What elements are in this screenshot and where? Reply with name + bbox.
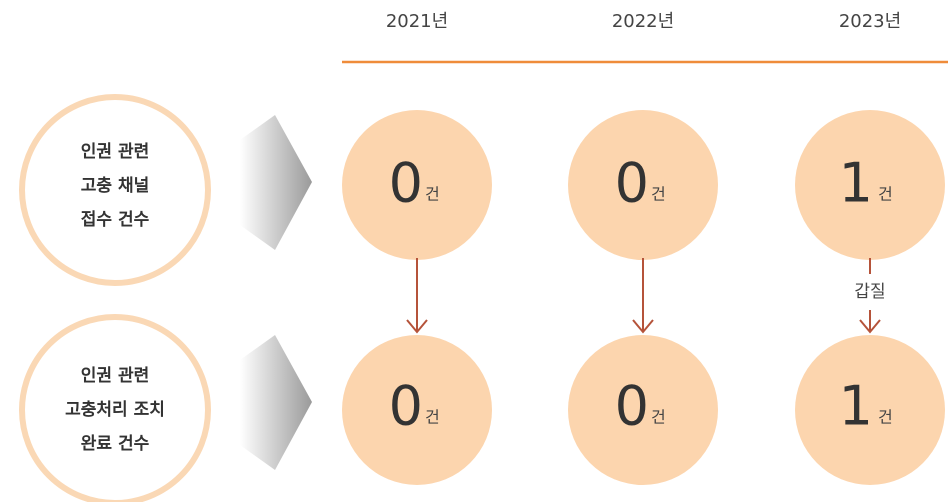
label-circle xyxy=(19,314,211,502)
value: 0 xyxy=(389,152,423,215)
arrow-head xyxy=(406,319,428,334)
value-circle xyxy=(795,335,945,485)
row-label: 고충 채널 xyxy=(81,176,149,196)
arrow-head xyxy=(859,319,881,334)
year: 2021년 xyxy=(386,11,448,32)
value-circle xyxy=(342,335,492,485)
year-header: 2021년 2022년 2023년 xyxy=(342,11,948,64)
year: 2022년 xyxy=(612,11,674,32)
unit: 건 xyxy=(651,185,666,204)
annotation: 갑질 xyxy=(854,282,885,302)
value: 1 xyxy=(839,375,873,438)
row-label: 접수 건수 xyxy=(81,210,150,230)
value: 0 xyxy=(389,375,423,438)
row-labels: 인권 관련 고충 채널 접수 건수 인권 관련 고충처리 조치 완료 건수 xyxy=(19,94,312,502)
values: 0 건 0 건 1 건 0 건 0 건 1 건 xyxy=(342,110,945,485)
row-label: 인권 관련 xyxy=(81,366,149,386)
row-label: 완료 건수 xyxy=(81,434,150,454)
arrow-head xyxy=(632,319,654,334)
value-circle xyxy=(342,110,492,260)
value: 1 xyxy=(839,152,873,215)
value-circle xyxy=(568,335,718,485)
value-circle xyxy=(568,110,718,260)
value: 0 xyxy=(615,375,649,438)
unit: 건 xyxy=(425,185,440,204)
arrows xyxy=(406,258,881,334)
row-label: 인권 관련 xyxy=(81,142,149,162)
unit: 건 xyxy=(878,185,893,204)
row-label: 고충처리 조치 xyxy=(65,400,165,420)
year: 2023년 xyxy=(839,11,901,32)
unit: 건 xyxy=(425,408,440,427)
chevron xyxy=(240,335,312,470)
unit: 건 xyxy=(878,408,893,427)
value-circle xyxy=(795,110,945,260)
chevron xyxy=(240,115,312,250)
value: 0 xyxy=(615,152,649,215)
label-circle xyxy=(19,94,211,286)
unit: 건 xyxy=(651,408,666,427)
